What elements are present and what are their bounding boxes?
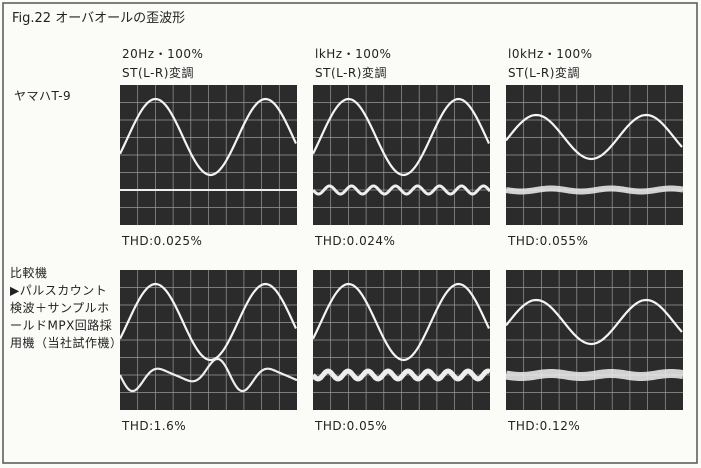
row-label: 用機（当社試作機）: [10, 335, 123, 350]
column-header: lkHz・100%: [315, 47, 391, 61]
figure-title: Fig.22 オーバオールの歪波形: [12, 11, 185, 26]
column-header: ST(L-R)変調: [508, 65, 580, 80]
trace: [506, 189, 683, 192]
row-label: 比較機: [10, 265, 48, 280]
thd-label: THD:0.024%: [314, 234, 395, 248]
thd-label: THD:0.12%: [507, 419, 580, 433]
trace: [506, 374, 683, 377]
column-header: ST(L-R)変調: [122, 65, 194, 80]
column-header: l0kHz・100%: [508, 47, 593, 61]
column-header: ST(L-R)変調: [315, 65, 387, 80]
thd-label: THD:0.025%: [121, 234, 202, 248]
column-header: 20Hz・100%: [122, 47, 203, 61]
row-label: ヤマハT-9: [14, 89, 71, 103]
row-label: ▶パルスカウント: [10, 284, 107, 298]
row-label: ールドMPX回路採: [10, 318, 112, 333]
page: Fig.22 オーバオールの歪波形 20Hz・100% ST(L-R)変調 lkHz…: [0, 0, 701, 468]
thd-label: THD:0.055%: [507, 234, 588, 248]
figure: Fig.22 オーバオールの歪波形 20Hz・100% ST(L-R)変調 lkHz…: [0, 0, 701, 468]
thd-label: THD:1.6%: [121, 419, 186, 433]
thd-label: THD:0.05%: [314, 419, 387, 433]
row-label: 検波＋サンプルホ: [10, 301, 110, 315]
